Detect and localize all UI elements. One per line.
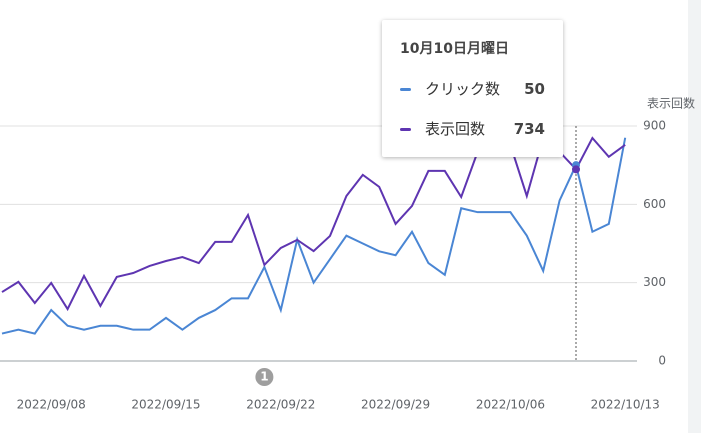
tooltip-value: 734 (513, 120, 545, 138)
y2-tick-label: 0 (658, 354, 666, 368)
hover-point (572, 165, 580, 174)
y2-axis-label: 表示回数 (647, 96, 695, 111)
side-panel (688, 0, 701, 433)
x-tick-label: 2022/09/15 (131, 398, 200, 412)
x-tick-label: 2022/09/29 (361, 398, 430, 412)
annotation-marker (255, 368, 274, 386)
x-tick-label: 2022/09/22 (246, 398, 315, 412)
legend-label: クリック数 (425, 80, 501, 98)
tooltip-title: 10月10日月曜日 (400, 41, 509, 57)
y2-tick-label: 900 (643, 119, 666, 133)
x-tick-label: 2022/10/06 (476, 398, 545, 412)
annotation-label: 1 (260, 370, 268, 384)
y2-tick-label: 300 (643, 275, 666, 289)
tooltip-row: クリック数 50 (400, 79, 545, 99)
legend-swatch (400, 128, 411, 131)
legend-label: 表示回数 (425, 120, 486, 138)
line-series (1, 137, 627, 335)
x-tick-label: 2022/09/08 (17, 398, 86, 412)
tooltip: 10月10日月曜日 クリック数 50 表示回数 734 (382, 20, 563, 157)
y2-tick-label: 600 (643, 197, 666, 211)
legend-swatch (400, 88, 411, 91)
tooltip-row: 表示回数 734 (400, 119, 545, 139)
tooltip-value: 50 (524, 80, 545, 98)
line-series (1, 136, 626, 312)
x-tick-label: 2022/10/13 (591, 398, 660, 412)
